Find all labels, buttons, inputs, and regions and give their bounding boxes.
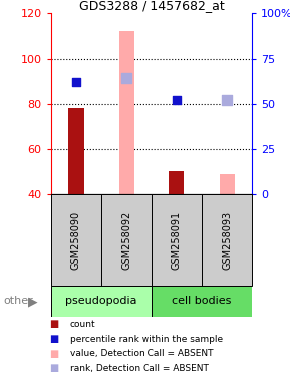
- Bar: [119, 31, 134, 194]
- Bar: [51, 286, 152, 317]
- Text: rank, Detection Call = ABSENT: rank, Detection Call = ABSENT: [70, 364, 209, 373]
- Point: [124, 75, 129, 81]
- Bar: [169, 171, 184, 194]
- Text: ■: ■: [49, 349, 59, 359]
- Text: count: count: [70, 320, 95, 329]
- Bar: [51, 194, 101, 286]
- Bar: [68, 108, 84, 194]
- Text: GSM258092: GSM258092: [121, 210, 131, 270]
- Point: [225, 97, 229, 103]
- Text: percentile rank within the sample: percentile rank within the sample: [70, 334, 223, 344]
- Text: ■: ■: [49, 319, 59, 329]
- Text: ▶: ▶: [28, 295, 37, 308]
- Point: [74, 79, 78, 85]
- Bar: [152, 286, 252, 317]
- Text: pseudopodia: pseudopodia: [65, 296, 137, 306]
- Point: [174, 97, 179, 103]
- Text: cell bodies: cell bodies: [172, 296, 232, 306]
- Title: GDS3288 / 1457682_at: GDS3288 / 1457682_at: [79, 0, 224, 12]
- Bar: [101, 194, 152, 286]
- Text: GSM258091: GSM258091: [172, 210, 182, 270]
- Text: GSM258090: GSM258090: [71, 210, 81, 270]
- Text: GSM258093: GSM258093: [222, 210, 232, 270]
- Text: ■: ■: [49, 363, 59, 373]
- Bar: [220, 174, 235, 194]
- Bar: [202, 194, 252, 286]
- Bar: [152, 194, 202, 286]
- Text: ■: ■: [49, 334, 59, 344]
- Text: other: other: [3, 296, 33, 306]
- Text: value, Detection Call = ABSENT: value, Detection Call = ABSENT: [70, 349, 213, 358]
